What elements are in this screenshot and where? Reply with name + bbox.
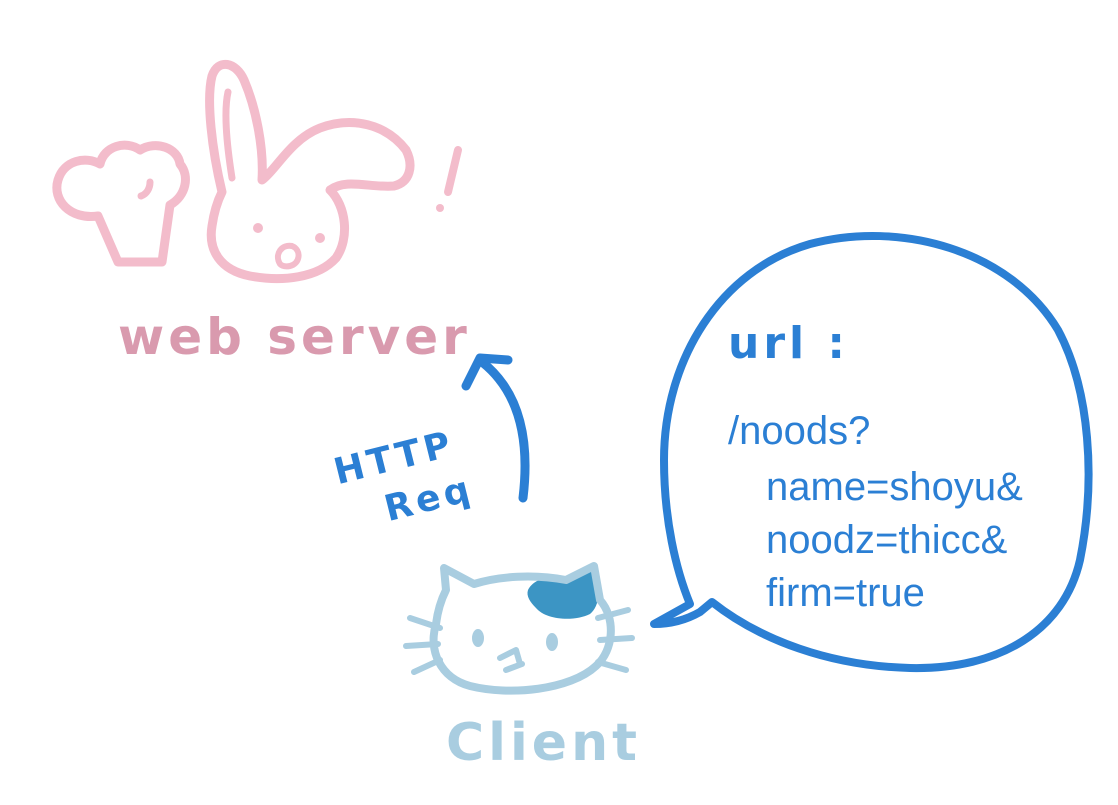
web-server-label: web server (118, 308, 471, 366)
speech-bubble (650, 231, 1093, 673)
exclamation-dot (436, 204, 444, 212)
client-label: Client (446, 713, 641, 773)
url-line-path: /noods? (728, 409, 870, 453)
url-lines: /noods? name=shoyu& noodz=thicc& firm=tr… (728, 409, 1023, 615)
chef-hat-icon (52, 140, 190, 267)
client-illustration (403, 562, 635, 695)
http-request-arrow (461, 353, 530, 503)
bunny-eye-left (253, 223, 263, 233)
cat-whiskers-right (595, 607, 635, 673)
bunny-icon (205, 60, 415, 284)
arrow-head-icon (461, 353, 513, 391)
chef-hat-crease (137, 178, 154, 200)
url-line-name: name=shoyu& (766, 465, 1023, 509)
arrow-shaft (477, 357, 530, 503)
bunny-eye-right (315, 233, 325, 243)
bunny-ear-inner (222, 88, 236, 182)
bunny-nose (274, 242, 302, 270)
cat-eye-left (472, 629, 484, 647)
url-heading: url : (728, 318, 849, 369)
cat-eye-right (546, 633, 558, 651)
cat-whiskers-left (403, 615, 443, 675)
cat-nose (497, 647, 525, 673)
exclamation-icon (444, 146, 462, 196)
http-req-label: HTTP Req (330, 424, 478, 530)
url-line-noodz: noodz=thicc& (766, 518, 1008, 562)
web-server-illustration (52, 60, 462, 284)
url-line-firm: firm=true (766, 571, 925, 615)
